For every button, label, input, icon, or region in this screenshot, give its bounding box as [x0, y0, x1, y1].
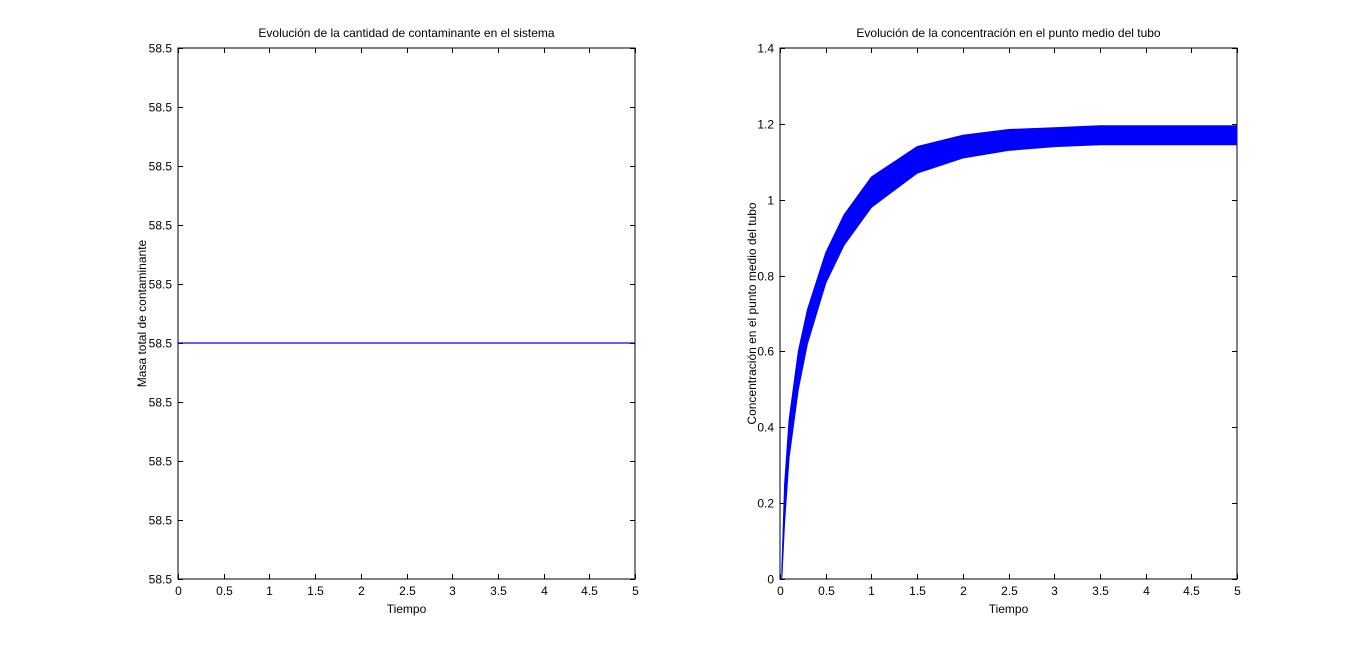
x-tick-label: 3 — [1051, 584, 1058, 598]
y-tick-label: 0.8 — [757, 270, 774, 284]
x-tick-label: 0 — [175, 584, 182, 598]
y-tick-label: 58.5 — [149, 101, 173, 115]
y-tick-label: 0 — [767, 573, 774, 587]
y-tick-label: 58.5 — [149, 396, 173, 410]
y-tick-label: 1.4 — [757, 42, 774, 56]
x-tick-label: 1 — [868, 584, 875, 598]
chart-title: Evolución de la concentración en el punt… — [856, 26, 1161, 40]
y-tick-label: 58.5 — [149, 219, 173, 233]
x-tick-label: 3.5 — [1092, 584, 1109, 598]
y-tick-label: 1.2 — [757, 118, 774, 132]
x-tick-label: 5 — [632, 584, 639, 598]
y-axis-label: Concentración en el punto medio del tubo — [745, 202, 759, 424]
y-tick-label: 58.5 — [149, 455, 173, 469]
y-tick-label: 58.5 — [149, 278, 173, 292]
plot-area-frame — [779, 47, 1238, 580]
x-tick-label: 1 — [266, 584, 273, 598]
y-tick-label: 0.6 — [757, 345, 774, 359]
x-tick-label: 4 — [541, 584, 548, 598]
y-tick-label: 58.5 — [149, 160, 173, 174]
x-tick-label: 2.5 — [399, 584, 416, 598]
x-tick-label: 5 — [1234, 584, 1241, 598]
x-tick-label: 1.5 — [307, 584, 324, 598]
x-tick-label: 4.5 — [1183, 584, 1200, 598]
x-tick-label: 4.5 — [581, 584, 598, 598]
x-axis-label: Tiempo — [387, 602, 427, 616]
y-tick-label: 58.5 — [149, 42, 173, 56]
chart-title: Evolución de la cantidad de contaminante… — [258, 26, 555, 40]
x-tick-label: 3.5 — [490, 584, 507, 598]
x-tick-label: 1.5 — [909, 584, 926, 598]
x-tick-label: 0.5 — [216, 584, 233, 598]
x-tick-label: 2 — [358, 584, 365, 598]
x-tick-label: 2.5 — [1001, 584, 1018, 598]
chart-mass-total: Evolución de la cantidad de contaminante… — [135, 26, 639, 616]
x-tick-label: 0.5 — [818, 584, 835, 598]
concentration-band — [781, 125, 1238, 580]
x-tick-label: 0 — [777, 584, 784, 598]
plot-area-frame — [177, 47, 636, 580]
y-tick-label: 0.2 — [757, 497, 774, 511]
y-tick-label: 1 — [767, 194, 774, 208]
x-tick-label: 3 — [449, 584, 456, 598]
x-axis-label: Tiempo — [989, 602, 1029, 616]
y-tick-label: 58.5 — [149, 514, 173, 528]
y-tick-label: 58.5 — [149, 573, 173, 587]
chart-concentration-midpoint: Evolución de la concentración en el punt… — [745, 26, 1241, 616]
x-tick-label: 2 — [960, 584, 967, 598]
y-axis-label: Masa total de contaminante — [135, 239, 149, 387]
x-tick-label: 4 — [1143, 584, 1150, 598]
y-tick-label: 58.5 — [149, 337, 173, 351]
y-tick-label: 0.4 — [757, 421, 774, 435]
